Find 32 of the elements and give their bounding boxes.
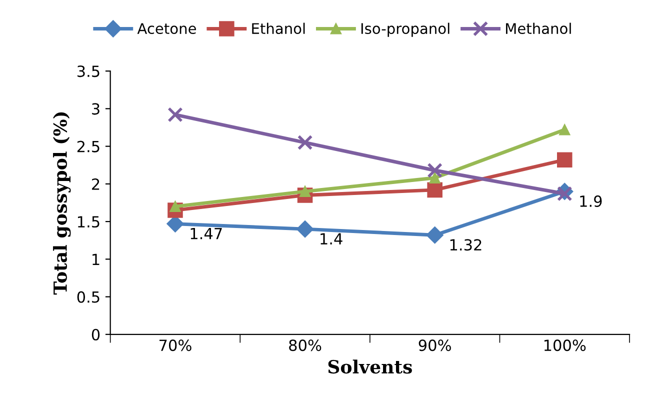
point <box>556 186 572 202</box>
legend-label: Acetone <box>137 23 196 34</box>
y-tick-label: 1 <box>92 254 100 265</box>
legend-label: Methanol <box>506 22 571 34</box>
data-label: 1.4 <box>320 233 342 244</box>
data-label: 1.47 <box>190 228 222 240</box>
point <box>559 124 570 136</box>
y-axis-title: Total gossypol (%) <box>53 112 71 295</box>
legend-label: Iso-propanol <box>361 22 450 37</box>
legend-label: Ethanol <box>252 22 305 34</box>
y-tick-label: 0.5 <box>77 291 100 303</box>
x-tick-label: 80% <box>289 340 322 352</box>
y-tick-label: 3 <box>92 103 100 115</box>
x-tick-label: 70% <box>160 340 192 352</box>
y-tick-label: 3.5 <box>77 66 100 78</box>
y-tick-label: 1.5 <box>78 216 100 228</box>
y-tick-label: 2 <box>92 178 100 190</box>
x-tick-label: 90% <box>418 340 451 352</box>
x-axis-title: Solvents <box>328 360 412 374</box>
point <box>168 107 183 122</box>
point <box>426 226 444 244</box>
point <box>429 172 440 184</box>
point <box>297 134 313 150</box>
point <box>427 182 442 198</box>
y-tick-label: 0 <box>92 328 100 340</box>
point <box>296 220 314 238</box>
point <box>556 152 572 168</box>
y-tick-label: 2.5 <box>77 140 100 152</box>
x-tick-label: 100% <box>544 340 586 352</box>
data-label: 1.32 <box>450 239 482 251</box>
point <box>427 162 442 178</box>
data-label: 1.9 <box>580 195 602 207</box>
